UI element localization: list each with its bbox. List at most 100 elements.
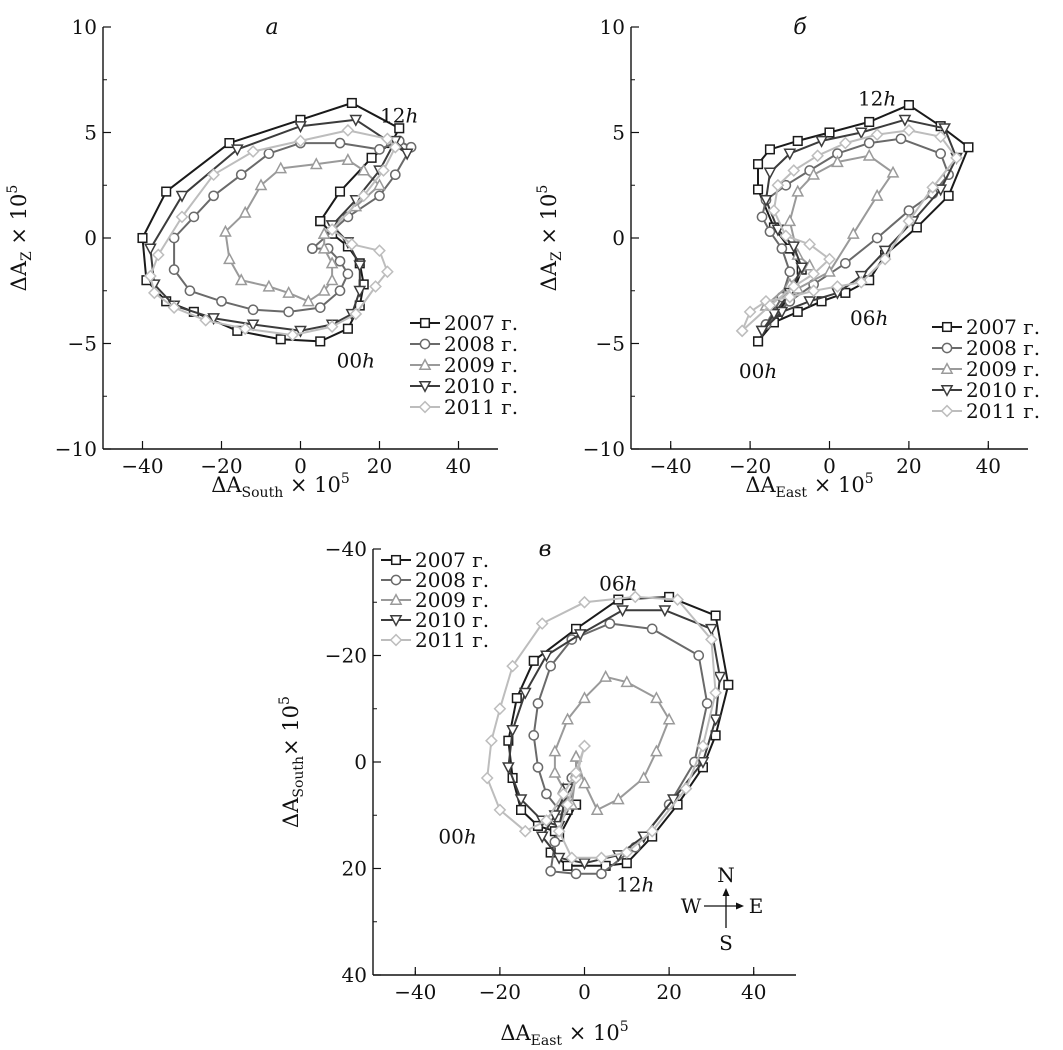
legend-label: 2008 г. bbox=[966, 336, 1040, 360]
data-point bbox=[283, 306, 294, 318]
data-point bbox=[803, 296, 816, 309]
data-point bbox=[756, 211, 768, 223]
data-point bbox=[783, 148, 797, 161]
data-point bbox=[346, 97, 357, 109]
data-point bbox=[570, 868, 582, 880]
data-point bbox=[671, 593, 684, 606]
x-tick-label: 0 bbox=[294, 454, 307, 478]
legend-marker bbox=[419, 338, 431, 350]
data-point bbox=[755, 325, 769, 338]
data-point bbox=[935, 148, 947, 159]
data-point bbox=[230, 144, 244, 157]
data-point bbox=[208, 190, 219, 202]
data-point bbox=[590, 803, 604, 815]
y-tick-label: 0 bbox=[354, 750, 367, 774]
data-point bbox=[366, 152, 377, 163]
compass: N SE W bbox=[681, 863, 764, 955]
data-point bbox=[771, 178, 785, 192]
series-2010 г. bbox=[755, 114, 963, 338]
data-point bbox=[562, 860, 573, 871]
data-point bbox=[552, 852, 566, 865]
data-point bbox=[823, 252, 836, 266]
data-point bbox=[565, 851, 579, 865]
legend-item: 2007 г. bbox=[410, 311, 518, 335]
panel-a: −40 −20 0 20 40 −10 −5 0 5 10 а ΔASouth × 105 ΔAZ × … bbox=[5, 15, 518, 501]
data-point bbox=[903, 205, 915, 216]
series-2011 г. bbox=[144, 124, 402, 342]
data-point bbox=[144, 269, 157, 283]
y-tick-label: 0 bbox=[84, 226, 97, 250]
data-point bbox=[776, 243, 788, 254]
data-point bbox=[262, 279, 276, 292]
data-point bbox=[314, 302, 326, 313]
data-point bbox=[902, 124, 916, 137]
y-tick-label: −40 bbox=[325, 537, 367, 561]
compass-north-arrow bbox=[722, 888, 730, 896]
data-point bbox=[895, 133, 907, 145]
data-point bbox=[514, 794, 528, 807]
data-point bbox=[779, 229, 793, 243]
legend-marker bbox=[940, 384, 954, 397]
data-point bbox=[389, 169, 401, 181]
data-point bbox=[870, 188, 884, 201]
data-point bbox=[696, 739, 710, 753]
data-point bbox=[878, 245, 892, 258]
data-point bbox=[334, 285, 346, 297]
data-point bbox=[628, 590, 642, 604]
data-point bbox=[493, 702, 507, 716]
legend: 2007 г.2008 г.2009 г.2010 г.2011 г. bbox=[410, 311, 518, 419]
data-point bbox=[807, 167, 820, 180]
data-point bbox=[147, 286, 161, 300]
data-point bbox=[767, 204, 781, 217]
data-point bbox=[545, 865, 557, 877]
data-point bbox=[569, 766, 583, 780]
data-point bbox=[926, 180, 940, 194]
legend-label: 2011 г. bbox=[444, 395, 518, 419]
hour-annotation: 12h bbox=[380, 104, 418, 128]
data-point bbox=[705, 623, 718, 636]
data-point bbox=[839, 136, 852, 150]
legend-label: 2010 г. bbox=[415, 608, 489, 632]
data-point bbox=[506, 725, 519, 737]
data-point bbox=[552, 824, 566, 838]
data-point bbox=[294, 325, 307, 338]
data-point bbox=[325, 273, 339, 286]
data-point bbox=[282, 285, 295, 298]
data-point bbox=[595, 851, 608, 865]
data-point bbox=[795, 262, 809, 275]
data-point bbox=[317, 283, 331, 296]
data-point bbox=[516, 804, 527, 815]
y-tick-label: 10 bbox=[72, 15, 97, 39]
y-tick-label: 40 bbox=[342, 963, 367, 987]
data-point bbox=[548, 765, 562, 778]
series-2007 г. bbox=[503, 591, 734, 871]
data-point bbox=[223, 252, 236, 265]
panel-letter: а bbox=[265, 15, 278, 40]
data-point bbox=[599, 669, 612, 682]
data-point bbox=[578, 691, 591, 704]
data-point bbox=[325, 256, 339, 269]
series-2010 г. bbox=[502, 605, 727, 871]
legend-marker bbox=[390, 574, 402, 586]
legend-marker bbox=[941, 342, 953, 354]
data-point bbox=[518, 824, 532, 838]
data-point bbox=[645, 824, 659, 838]
data-point bbox=[784, 266, 796, 278]
compass-north-label: N bbox=[717, 863, 735, 887]
series-2009 г. bbox=[759, 148, 900, 311]
data-point bbox=[506, 659, 519, 673]
data-point bbox=[871, 232, 883, 244]
data-point bbox=[621, 858, 632, 869]
data-point bbox=[658, 605, 672, 618]
legend-label: 2009 г. bbox=[966, 357, 1040, 381]
data-point bbox=[713, 671, 727, 684]
y-tick-label: 10 bbox=[600, 15, 625, 39]
legend-marker bbox=[941, 321, 953, 333]
data-point bbox=[807, 267, 820, 281]
data-point bbox=[710, 610, 721, 621]
y-axis-label: ΔASouth× 105 bbox=[277, 696, 307, 828]
compass-west-label: W bbox=[681, 894, 702, 918]
data-point bbox=[709, 686, 722, 700]
legend-item: 2007 г. bbox=[381, 548, 489, 572]
data-point bbox=[862, 148, 876, 161]
